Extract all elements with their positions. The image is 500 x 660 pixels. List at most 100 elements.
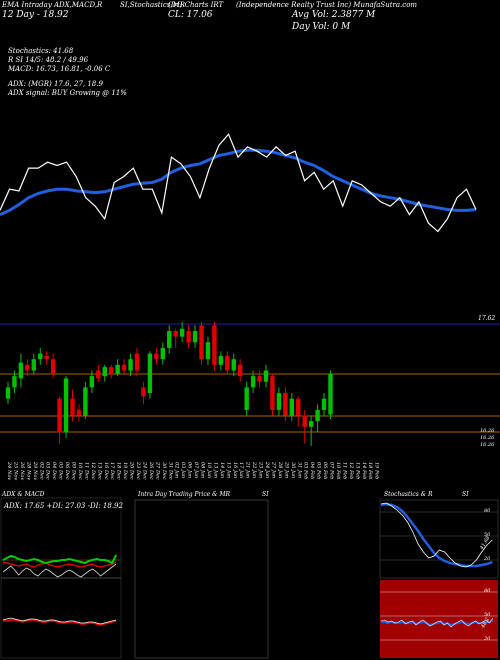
candle-body	[205, 342, 211, 360]
date-tick-label: 13 Feb	[354, 462, 360, 479]
candle-body	[225, 355, 230, 371]
date-tick-label: 03 Dec	[45, 462, 51, 480]
candle-body	[12, 376, 17, 388]
candle-body	[231, 359, 236, 371]
candle-body	[109, 367, 114, 374]
date-tick-label: 11 Feb	[341, 462, 347, 479]
candle-body	[192, 331, 198, 343]
date-tick-label: 06 Feb	[322, 462, 328, 479]
candle-body	[121, 364, 127, 371]
date-tick-label: 21 Jan	[245, 461, 251, 478]
date-tick-label: 20 Dec	[129, 461, 135, 480]
adx-line: ADX: (MGR) 17.6, 27, 18.9	[8, 80, 103, 88]
candle-body	[18, 362, 24, 379]
date-tick-label: 05 Dec	[58, 462, 64, 480]
candle-body	[289, 398, 294, 416]
candle-body	[263, 370, 269, 382]
candle-body	[321, 398, 327, 410]
candle-body	[244, 387, 249, 410]
date-tick-label: 02 Jan	[174, 462, 180, 478]
date-tick-label: 08 Jan	[200, 462, 206, 478]
stoch-line: Stochastics: 41.68	[8, 47, 74, 55]
date-tick-label: 19 Feb	[374, 462, 380, 479]
date-tick-label: 24 Nov	[6, 461, 12, 480]
stoch-tick-80: 80	[484, 508, 491, 514]
rsi-line	[380, 617, 494, 628]
date-tick-label: 28 Nov	[25, 461, 31, 480]
stoch-tick-50: 50	[484, 532, 491, 538]
candle-body	[179, 328, 185, 337]
date-tick-label: 03 Feb	[303, 462, 309, 479]
date-tick-label: 14 Feb	[361, 462, 367, 479]
candle-body	[147, 353, 153, 394]
avg-vol: Avg Vol: 2.3877 M	[292, 10, 376, 20]
date-tick-label: 12 Dec	[90, 462, 96, 480]
candle-panel	[0, 322, 500, 446]
candle-body	[270, 376, 275, 410]
candle-body	[302, 415, 307, 427]
rsi-tick-50: 50	[484, 612, 491, 618]
date-tick-label: 26 Nov	[19, 461, 25, 480]
candle-body	[276, 393, 282, 410]
candle-body	[96, 370, 101, 379]
date-tick-label: 12 Feb	[348, 462, 354, 479]
date-tick-label: 31 Dec	[167, 462, 173, 480]
macd-line: MACD: 16.73, 16.81, -0.06 C	[8, 65, 111, 73]
candle-body	[50, 359, 56, 374]
macd-signal-line	[3, 619, 117, 626]
date-tick-label: 09 Dec	[71, 462, 77, 480]
rsi-ema-line	[381, 619, 494, 627]
candle-body	[70, 398, 75, 416]
candle-body	[89, 376, 95, 388]
stoch-tick-20: 20	[484, 556, 491, 562]
plus-di-line	[2, 554, 117, 565]
stoch-k-line	[380, 502, 493, 568]
candle-body	[212, 325, 217, 365]
bottom-panels	[0, 497, 499, 659]
date-tick-label: 19 Dec	[122, 462, 128, 480]
price-label-b2: 16.26	[480, 435, 495, 441]
candle-body	[283, 393, 288, 416]
ema-panel	[0, 133, 477, 233]
header-line1b: SI,Stochastics,MR	[120, 1, 186, 9]
candle-body	[5, 387, 11, 399]
minus-di-line	[2, 561, 117, 568]
date-tick-label: 31 Jan	[296, 462, 302, 478]
price-label-b1: 16.26	[480, 428, 495, 434]
intraday-panel-frame	[134, 499, 269, 659]
date-tick-label: 06 Jan	[187, 462, 193, 478]
candle-body	[128, 359, 133, 371]
date-tick-label: 04 Feb	[309, 462, 315, 479]
rsi-tick-80: 80	[484, 588, 491, 594]
date-tick-label: 17 Dec	[109, 462, 115, 480]
stoch-d-line	[380, 502, 493, 568]
date-tick-label: 18 Dec	[116, 462, 122, 480]
candle-body	[250, 376, 256, 388]
rsi-tick-20: 20	[484, 636, 491, 642]
candle-body	[160, 347, 165, 360]
close-line	[0, 133, 477, 233]
header-line1-a: EMA Intraday ADX,MACD,R	[2, 1, 103, 9]
day-vol: Day Vol: 0 M	[292, 22, 351, 32]
price-label-b3: 16.26	[480, 442, 495, 448]
adx-panel-values: ADX: 17.65 +DI: 27.03 -DI: 18.92	[4, 502, 123, 510]
adx-line	[2, 563, 117, 578]
date-tick-label: 14 Jan	[219, 462, 225, 478]
date-tick-label: 24 Dec	[141, 461, 147, 480]
candle-body	[44, 355, 49, 360]
date-tick-label: 30 Dec	[161, 462, 167, 480]
candle-body	[257, 376, 262, 382]
candle-body	[134, 353, 140, 371]
date-tick-label: 03 Jan	[180, 462, 186, 478]
candle-body	[57, 398, 62, 433]
candle-body	[38, 353, 43, 360]
date-tick-label: 27 Dec	[154, 461, 160, 480]
candle-body	[63, 378, 69, 433]
date-tick-label: 28 Jan	[277, 461, 283, 478]
macd-line	[2, 617, 117, 625]
date-tick-label: 05 Feb	[316, 462, 322, 479]
candle-body	[315, 409, 320, 422]
date-tick-label: 23 Jan	[258, 461, 264, 478]
day-label: 12 Day - 18.92	[2, 10, 69, 20]
